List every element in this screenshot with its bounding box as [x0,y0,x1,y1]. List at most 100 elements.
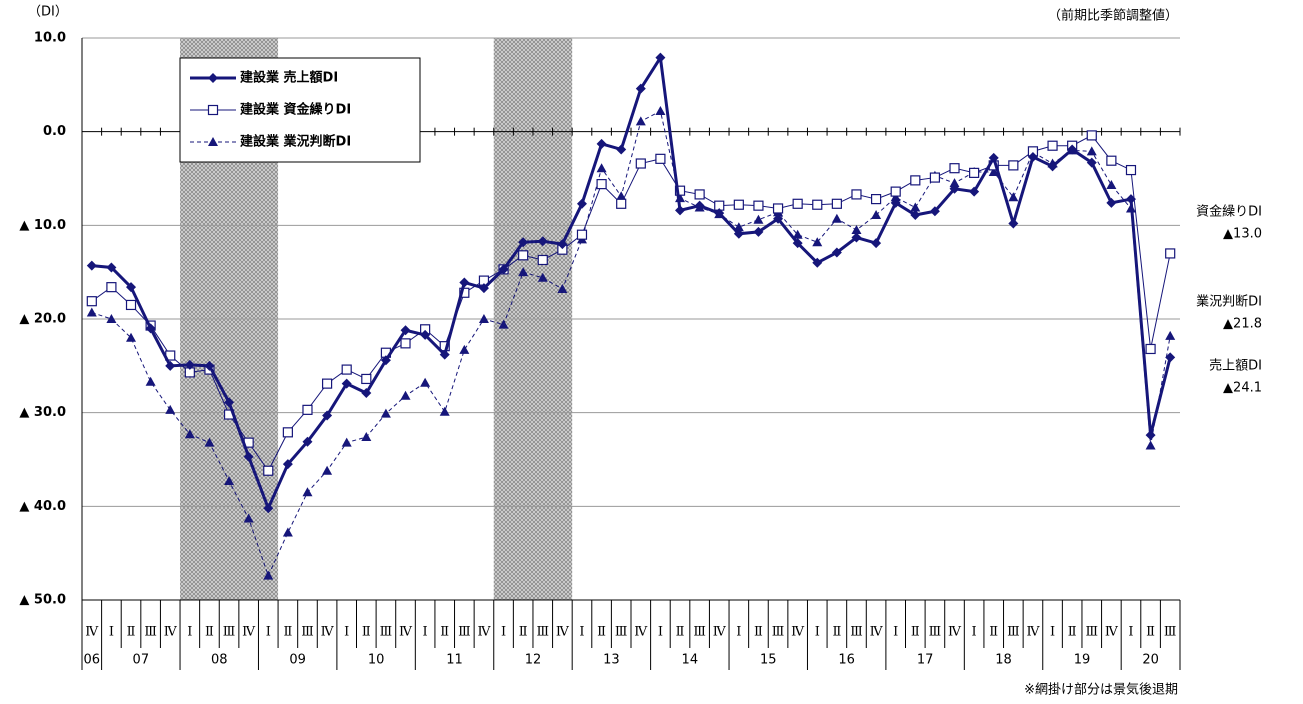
point [420,329,431,340]
x-tick-label: Ⅲ [615,625,628,640]
annotation-value: ▲24.1 [1223,381,1262,396]
annotation-value: ▲21.8 [1223,317,1262,332]
point [812,257,823,268]
year-label: 09 [289,653,306,668]
point [322,410,333,421]
point [1086,157,1097,168]
x-tick-label: Ⅳ [164,625,178,640]
point [1165,352,1176,363]
point [1165,330,1176,340]
point [557,239,568,250]
x-tick-label: Ⅰ [736,625,741,640]
point [1106,180,1117,190]
x-tick-label: Ⅱ [283,625,292,640]
point [204,437,215,447]
x-tick-label: Ⅱ [989,625,998,640]
x-tick-label: Ⅱ [832,625,841,640]
x-tick-label: Ⅰ [972,625,977,640]
y-tick-label: ▲ 10.0 [19,218,66,233]
point [1145,430,1156,441]
point [812,237,823,247]
point [498,319,509,329]
point [518,237,529,248]
point [86,307,97,317]
point [341,378,352,389]
point [635,83,646,94]
point [655,106,666,116]
point [86,260,97,271]
legend-marker [208,73,218,83]
point [106,314,117,323]
legend-marker [208,137,218,146]
point [616,198,627,209]
y-tick-label: ▲ 40.0 [19,499,66,514]
x-tick-label: Ⅰ [423,625,428,640]
point [792,229,803,239]
point [753,200,764,211]
y-tick-label: ▲ 50.0 [19,593,66,608]
point [106,262,117,273]
point [831,198,842,209]
series-line [91,53,1172,513]
point [145,323,156,334]
x-tick-label: Ⅲ [1085,625,1098,640]
x-tick-label: Ⅰ [1128,625,1133,640]
point [165,360,176,371]
point [929,206,940,217]
point [224,476,235,486]
point [537,272,548,282]
x-tick-label: Ⅰ [658,625,663,640]
point [498,264,509,275]
point [1008,218,1019,229]
legend-label: 建設業 売上額DI [240,70,338,86]
point [890,186,901,197]
year-label: 17 [917,653,934,668]
year-label: 18 [995,653,1012,668]
year-label: 08 [211,653,228,668]
y-tick-label: ▲ 20.0 [19,312,66,327]
x-tick-label: Ⅲ [223,625,236,640]
point [478,283,489,294]
point [694,189,705,200]
point [243,451,254,462]
point [400,390,411,400]
x-tick-label: Ⅱ [911,625,920,640]
series [86,52,1176,514]
year-label: 11 [446,653,463,668]
x-tick-label: Ⅱ [1146,625,1155,640]
point [812,199,823,210]
point [733,199,744,210]
point [675,205,686,216]
point [674,185,686,196]
point [126,282,137,293]
point [518,267,529,277]
point [341,364,352,375]
point [792,198,803,209]
point [1145,440,1156,450]
point [773,213,784,224]
x-tick-label: Ⅲ [380,625,393,640]
point [772,203,784,214]
x-tick-label: Ⅰ [579,625,584,640]
year-label: 06 [84,653,101,668]
year-label: 14 [682,653,699,668]
point [910,175,921,186]
point [263,465,274,476]
point [890,192,901,202]
point [616,144,627,155]
point [733,222,744,232]
point [851,189,862,200]
point [1047,140,1058,151]
x-tick-label: Ⅱ [127,625,136,640]
point [459,277,470,288]
x-tick-label: Ⅲ [850,625,863,640]
point [1106,197,1117,208]
point [224,397,235,408]
point [635,116,646,126]
point [184,359,195,370]
year-label: 20 [1142,653,1159,668]
year-label: 19 [1074,653,1091,668]
x-tick-label: Ⅳ [85,625,99,640]
point [478,314,489,323]
